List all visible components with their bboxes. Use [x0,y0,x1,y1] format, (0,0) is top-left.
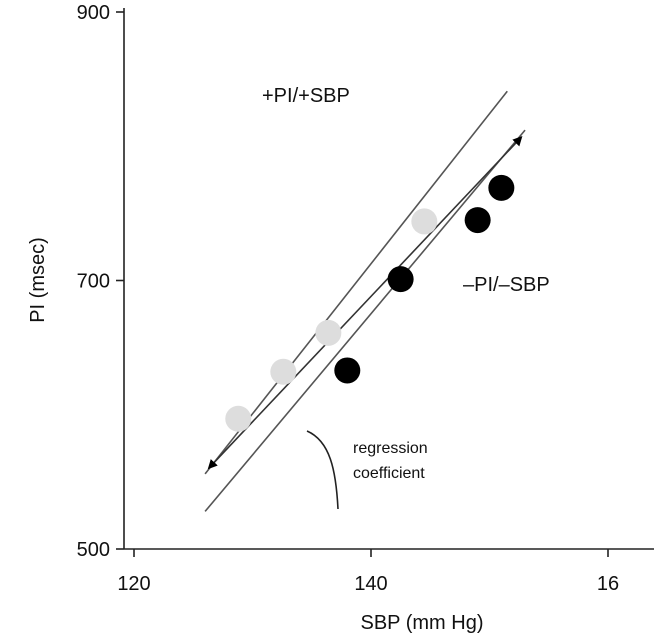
data-points [225,174,515,432]
upper-region-label: +PI/+SBP [262,85,350,107]
dark-data-point [334,357,361,384]
light-data-point [225,405,252,432]
axes [123,8,654,550]
dark-data-point [387,266,414,293]
trend-arrow [207,136,523,470]
ticks: 120 140 16 500 700 900 [77,2,620,595]
double-arrow [207,136,523,470]
x-tick-label: 140 [354,573,387,595]
light-data-point [315,319,342,346]
annotations: +PI/+SBP –PI/–SBP regression coefficient [262,85,550,510]
regression-label-line1: regression [353,440,428,457]
light-data-point [411,208,438,235]
light-data-point [270,358,297,385]
y-tick-label: 500 [77,539,110,561]
regression-curve-pointer [306,430,339,510]
dark-data-point [488,174,515,201]
x-axis-title: SBP (mm Hg) [361,612,484,634]
x-tick-label: 120 [117,573,150,595]
regression-label-line2: coefficient [353,465,425,482]
lower-region-label: –PI/–SBP [463,274,550,296]
y-tick-label: 700 [77,271,110,293]
y-tick-label: 900 [77,2,110,24]
x-tick-label: 16 [597,573,619,595]
y-axis-title: PI (msec) [27,237,49,323]
dark-data-point [464,207,491,234]
